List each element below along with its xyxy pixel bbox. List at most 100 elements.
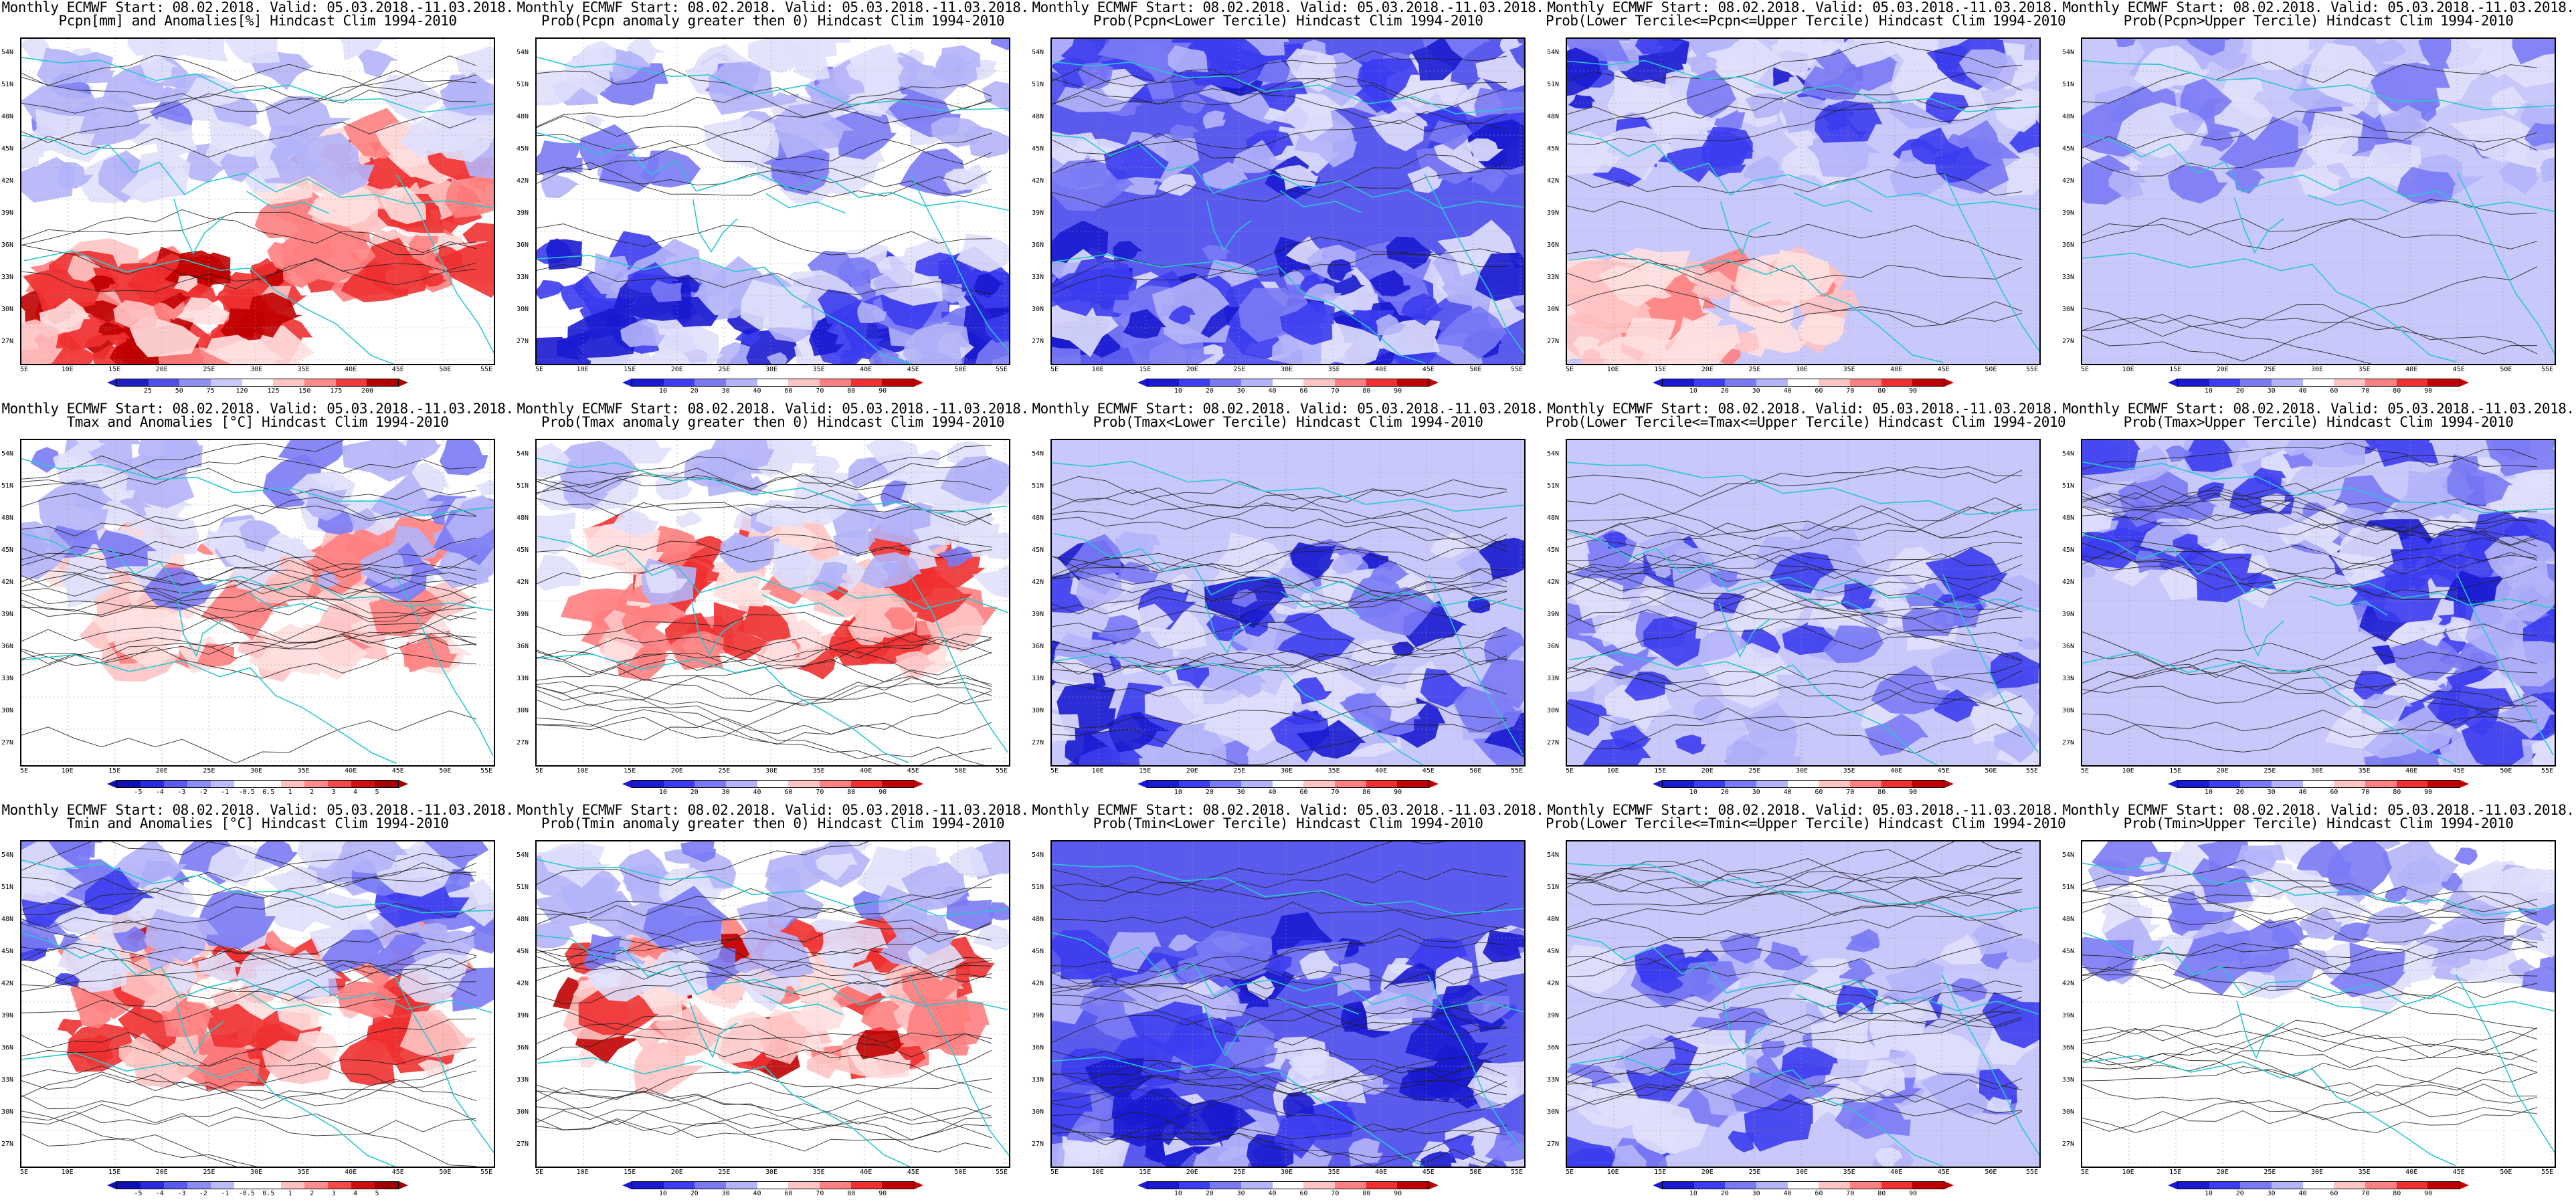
longitude-label: 20E (1186, 767, 1198, 775)
longitude-label: 15E (108, 767, 121, 775)
latitude-axis: 54N 51N 48N 45N 42N 39N 36N 33N 30N 27N (1030, 439, 1049, 767)
legend-swatch (148, 379, 180, 386)
legend-tick-label: 60 (1815, 387, 1823, 395)
latitude-label: 51N (1547, 884, 1560, 891)
longitude-label: 55E (480, 366, 492, 373)
legend-swatch (2427, 1182, 2460, 1189)
legend-tick-label: 20 (1205, 1190, 1214, 1197)
legend-swatch (2272, 379, 2303, 386)
longitude-label: 15E (1654, 1169, 1667, 1176)
legend-tick-label: -4 (155, 789, 164, 796)
latitude-label: 33N (1547, 1076, 1560, 1084)
latitude-label: 39N (1547, 611, 1560, 618)
map-field-svg (2082, 39, 2555, 364)
legend-swatch (2365, 379, 2397, 386)
latitude-label: 27N (517, 739, 529, 746)
longitude-label: 45E (391, 366, 404, 373)
legend-swatch (2302, 781, 2334, 787)
legend-ticks: 10 20 30 40 60 70 80 90 (1147, 1191, 1429, 1199)
legend-swatch (375, 781, 398, 787)
legend-swatch (820, 1182, 851, 1189)
longitude-label: 40E (1375, 767, 1388, 775)
legend-swatch (1366, 781, 1398, 787)
longitude-label: 40E (1890, 366, 1903, 373)
latitude-label: 51N (517, 81, 529, 88)
latitude-label: 36N (517, 241, 529, 249)
legend-swatch (632, 379, 664, 386)
longitude-label: 40E (1890, 767, 1903, 775)
legend-tick-label: 70 (1331, 387, 1340, 395)
forecast-map (1050, 439, 1526, 767)
longitude-axis: 5E 10E 15E 20E 25E 30E 35E 40E 45E 50E 55E (2081, 1169, 2556, 1179)
legend-swatch (2365, 781, 2397, 787)
legend-arrow-high (1944, 379, 1954, 387)
color-legend: 10 20 30 40 60 70 80 90 (1653, 379, 1954, 395)
map-field-svg (2082, 440, 2555, 765)
legend-swatch (663, 781, 695, 787)
latitude-label: 30N (1032, 707, 1044, 714)
longitude-label: 10E (1606, 366, 1619, 373)
longitude-label: 15E (2169, 366, 2182, 373)
legend-swatch (1850, 379, 1881, 386)
panel-title-line-2: Prob(Tmin anomaly greater then 0) Hindca… (541, 815, 1005, 831)
latitude-label: 45N (1, 948, 14, 955)
legend-tick-label: 40 (2298, 387, 2307, 395)
legend-tick-label: 40 (2298, 789, 2307, 796)
legend-tick-label: 80 (1362, 387, 1371, 395)
legend-tick-label: -1 (221, 1190, 229, 1197)
longitude-label: 50E (1469, 366, 1482, 373)
latitude-label: 39N (1032, 209, 1044, 217)
legend-swatch (1397, 379, 1429, 386)
longitude-label: 20E (155, 767, 168, 775)
longitude-label: 45E (1422, 366, 1435, 373)
latitude-label: 48N (2062, 514, 2075, 522)
longitude-axis: 5E 10E 15E 20E 25E 30E 35E 40E 45E 50E 55E (20, 768, 495, 777)
longitude-label: 5E (20, 767, 29, 775)
longitude-label: 35E (2358, 366, 2371, 373)
map-field-svg (1052, 440, 1524, 765)
longitude-label: 30E (765, 1169, 778, 1176)
legend-swatch (2178, 379, 2209, 386)
legend-tick-label: 20 (2235, 789, 2244, 796)
legend-tick-label: 10 (2204, 789, 2213, 796)
longitude-label: 55E (480, 1169, 492, 1176)
color-legend: 10 20 30 40 60 70 80 90 (1137, 379, 1439, 395)
map-field-svg (21, 39, 494, 364)
map-field-svg (1052, 39, 1524, 364)
legend-swatch (1210, 781, 1242, 787)
longitude-label: 10E (576, 767, 589, 775)
latitude-label: 27N (2062, 739, 2075, 746)
legend-swatches (1147, 780, 1429, 788)
map-panel-tmin-4: Monthly ECMWF Start: 08.02.2018. Valid: … (1546, 803, 2066, 1204)
forecast-map (20, 840, 495, 1168)
legend-swatches (632, 1181, 914, 1189)
panel-title-line-2: Prob(Lower Tercile<=Pcpn<=Upper Tercile)… (1546, 13, 2066, 29)
legend-tick-label: 40 (753, 387, 761, 395)
latitude-axis: 54N 51N 48N 45N 42N 39N 36N 33N 30N 27N (0, 439, 19, 767)
longitude-label: 50E (1985, 1169, 1997, 1176)
map-panel-tmax-4: Monthly ECMWF Start: 08.02.2018. Valid: … (1546, 401, 2066, 803)
longitude-label: 55E (995, 366, 1008, 373)
longitude-label: 15E (2169, 1169, 2182, 1176)
legend-swatch (1178, 379, 1210, 386)
legend-tick-label: 10 (1174, 789, 1182, 796)
latitude-label: 36N (517, 643, 529, 650)
longitude-label: 10E (1091, 366, 1104, 373)
longitude-label: 30E (765, 366, 778, 373)
color-legend: 10 20 30 40 60 70 80 90 (1137, 780, 1439, 796)
longitude-label: 35E (297, 1169, 310, 1176)
legend-tick-label: 90 (2424, 1190, 2433, 1197)
latitude-label: 39N (1032, 611, 1044, 618)
panel-title-line-2: Prob(Lower Tercile<=Tmax<=Upper Tercile)… (1546, 414, 2066, 430)
color-legend: -5 -4 -3 -2 -1 -0.5 0.5 1 2 3 4 5 (107, 1181, 408, 1197)
longitude-label: 25E (1233, 1169, 1246, 1176)
latitude-label: 30N (1547, 1108, 1560, 1116)
latitude-label: 48N (1, 113, 14, 120)
legend-swatch (1147, 781, 1179, 787)
legend-tick-label: 70 (1331, 789, 1340, 796)
latitude-label: 36N (2062, 643, 2075, 650)
map-panel-pcpn-5: Monthly ECMWF Start: 08.02.2018. Valid: … (2061, 0, 2576, 401)
longitude-label: 20E (1186, 366, 1198, 373)
legend-swatch (726, 1182, 757, 1189)
longitude-label: 55E (995, 767, 1008, 775)
